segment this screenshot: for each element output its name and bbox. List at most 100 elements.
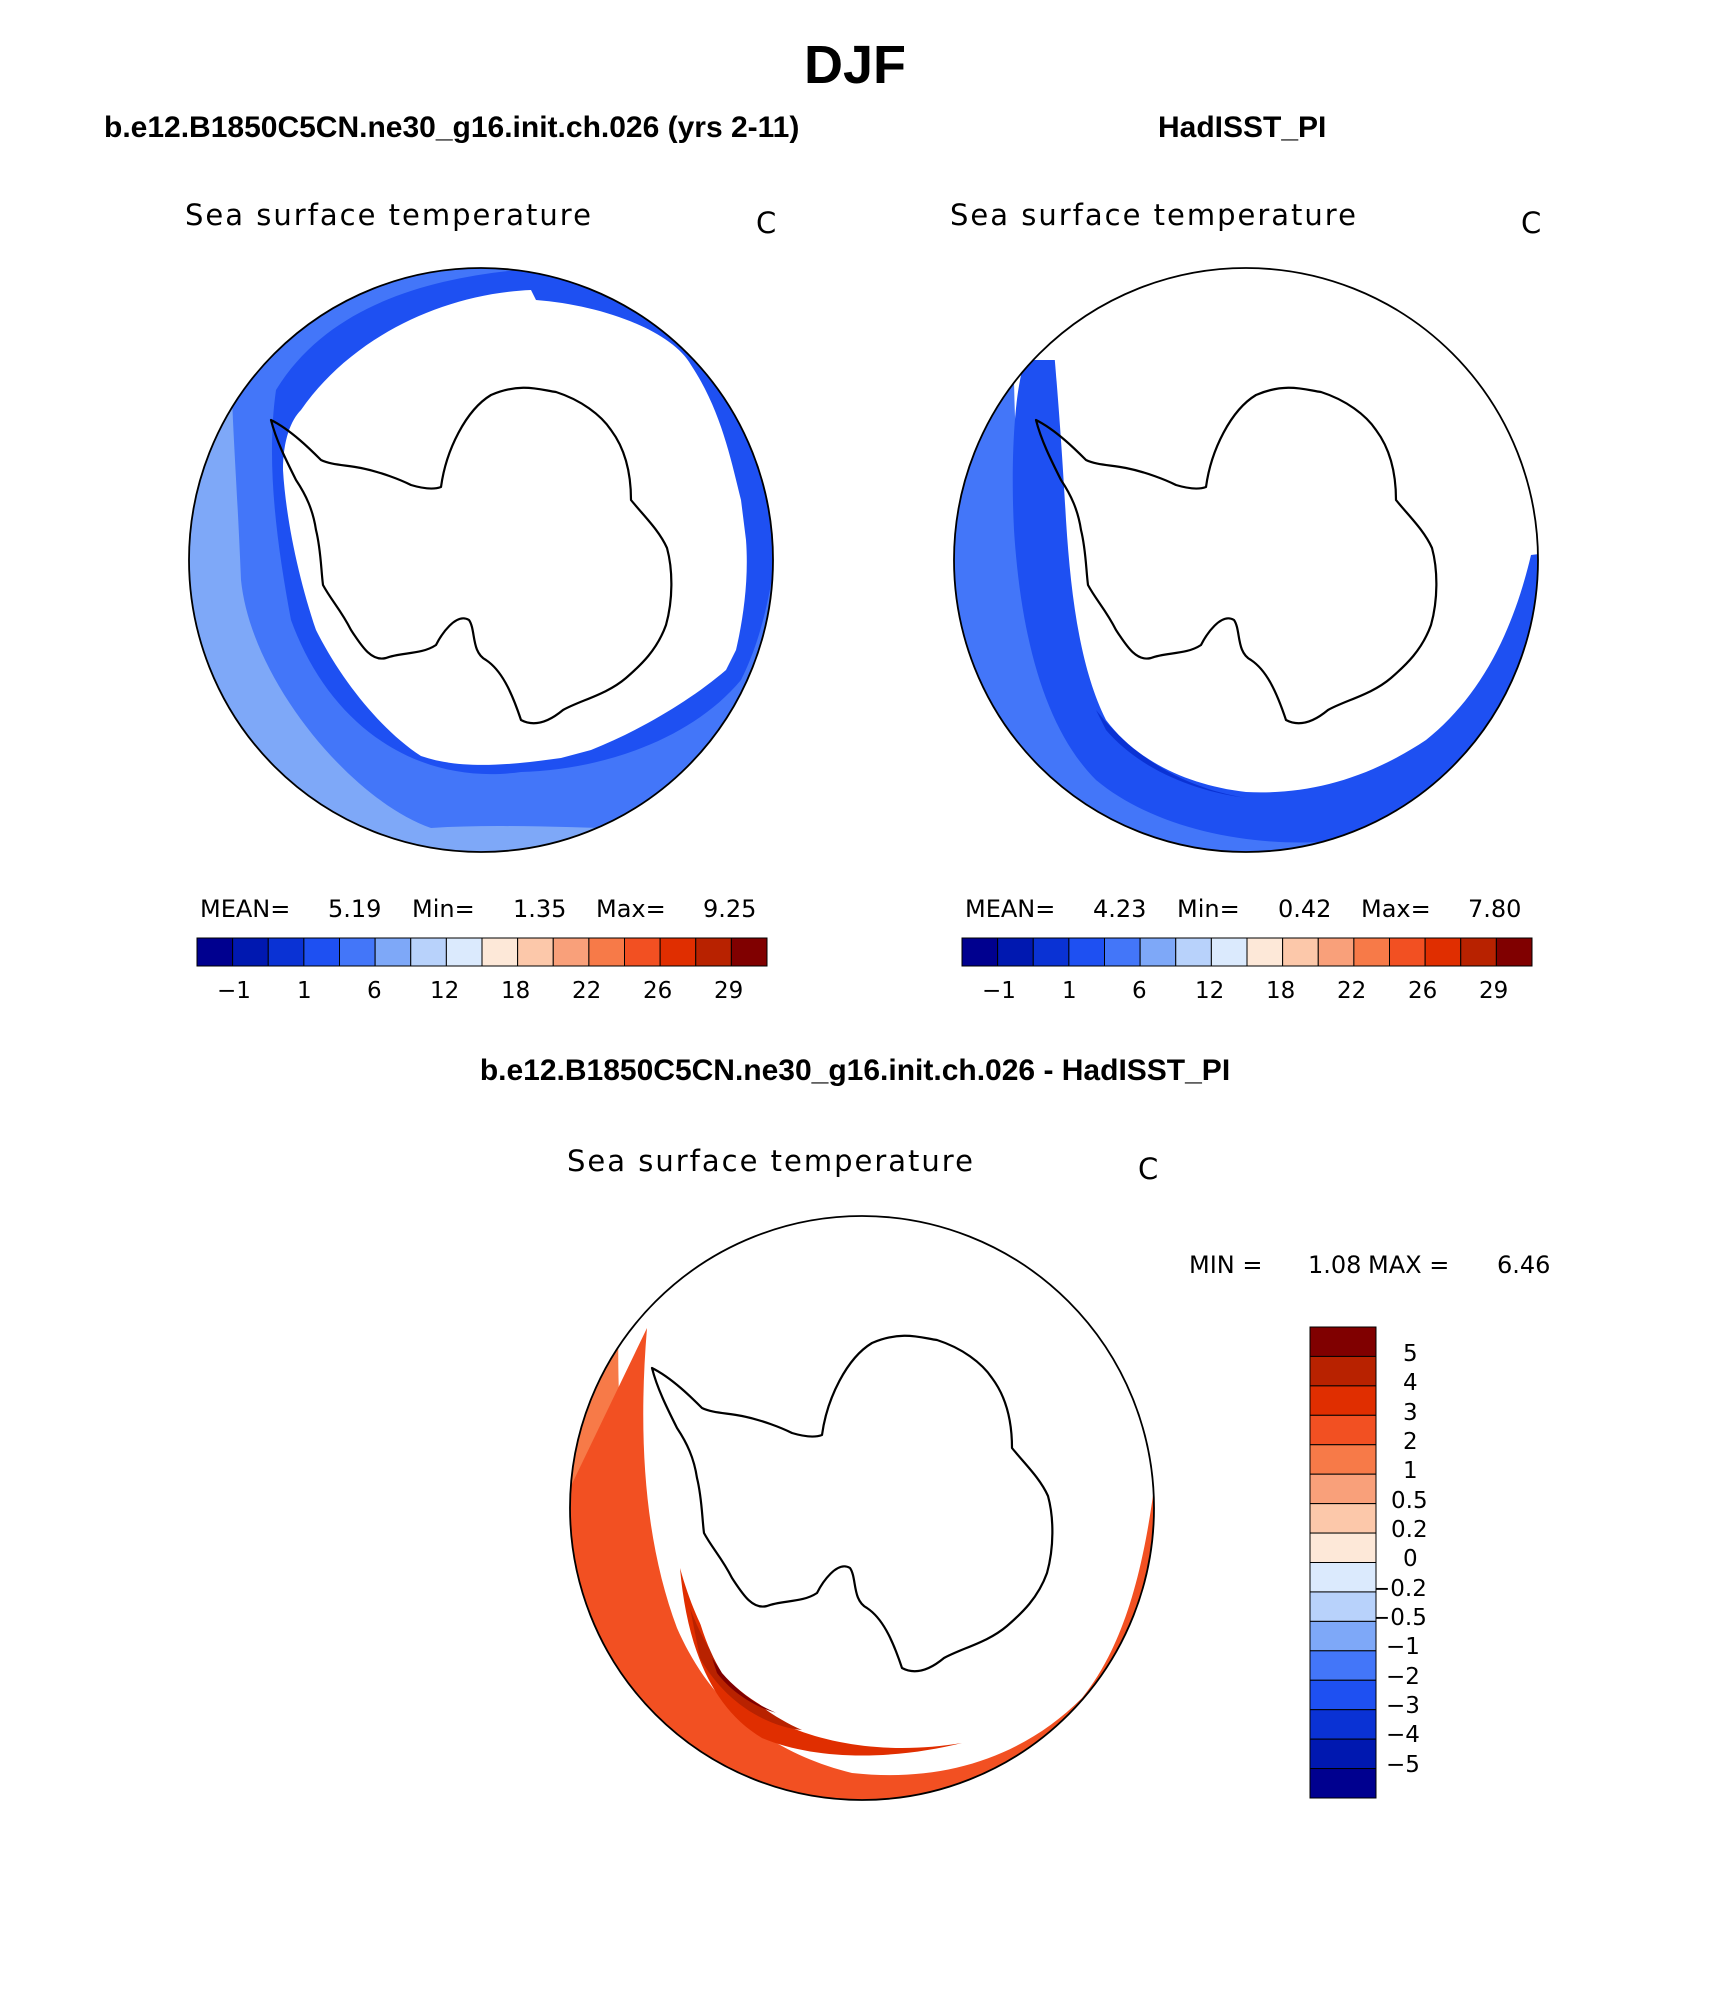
colorbar-diff-swatch [1309,1385,1377,1416]
colorbar-diff-swatch [1309,1679,1377,1711]
cbar-tick-obs: 26 [1408,978,1438,1004]
cbar-tick-diff: 5 [1403,1341,1418,1367]
colorbar-diff-swatch [1309,1591,1377,1622]
sea-ice-region-obs [1046,268,1538,793]
panel-title-obs: HadISST_PI [1158,111,1327,144]
ocean-fill-diff [570,1216,1154,1800]
figure-title: DJF [803,35,906,95]
cbar-tick-obs: −1 [982,978,1016,1004]
colorbar-model-swatch [659,937,697,967]
cbar-tick-model: 29 [714,978,744,1004]
colorbar-obs-swatch [1460,937,1497,967]
mean-value-obs: 4.23 [1093,895,1147,923]
colorbar-model-swatch [374,937,412,967]
colorbar-obs-swatch [1424,937,1462,967]
cbar-tick-diff: 0 [1403,1546,1418,1572]
colorbar-obs-swatch [961,937,999,967]
map-border-obs [953,267,1539,853]
cbar-tick-diff: −4 [1386,1722,1420,1748]
colorbar-model-swatch [695,937,732,967]
colorbar-diff-swatch [1309,1562,1377,1593]
cbar-tick-obs: 22 [1337,978,1367,1004]
cbar-tick-model: −1 [217,978,251,1004]
colorbar-model-swatch [410,937,447,967]
cbar-tick-diff: −1 [1386,1634,1420,1660]
colorbar-obs-swatch [997,937,1034,967]
cbar-tick-obs: 1 [1062,978,1077,1004]
colorbar-obs-swatch [1032,937,1070,967]
colorbar-obs-swatch [1068,937,1105,967]
cbar-tick-diff: −5 [1386,1752,1420,1778]
colorbar-model-swatch [232,937,269,967]
min-value-model: 1.35 [513,895,567,923]
colorbar-obs-swatch [1282,937,1319,967]
min-value-diff: 1.08 [1308,1251,1362,1279]
cbar-tick-diff: −2 [1386,1664,1420,1690]
colorbar-model-swatch [552,937,590,967]
sea-ice-region-diff [632,1216,1154,1733]
cbar-tick-diff: −0.5 [1371,1605,1427,1631]
colorbar-obs-swatch [1210,937,1248,967]
colorbar-obs-swatch [1317,937,1355,967]
colorbar-diff-swatch [1309,1532,1377,1563]
colorbar-diff-swatch [1309,1473,1377,1505]
plot-label-diff: Sea surface temperature [567,1144,975,1178]
diff-band-4-5 [690,1608,802,1730]
colorbar-model-swatch [303,937,340,967]
map-border-diff [569,1215,1155,1801]
units-diff: C [1138,1152,1159,1186]
cbar-tick-diff: 0.2 [1391,1517,1428,1543]
colorbar-obs-swatch [1495,937,1533,967]
cbar-tick-obs: 29 [1479,978,1509,1004]
colorbar-diff-swatch [1309,1650,1377,1681]
units-model: C [756,206,777,240]
cbar-tick-obs: 12 [1195,978,1225,1004]
colorbar-obs-swatch [1104,937,1141,967]
colorbar-diff-swatch [1309,1503,1377,1534]
cbar-tick-obs: 6 [1132,978,1147,1004]
max-value-obs: 7.80 [1468,895,1522,923]
map-border-model [188,267,774,853]
colorbar-diff-swatch [1309,1738,1377,1770]
cbar-tick-diff: 3 [1403,1400,1418,1426]
min-label-obs: Min= [1177,895,1240,923]
cbar-tick-model: 6 [367,978,382,1004]
panel-title-diff: b.e12.B1850C5CN.ne30_g16.init.ch.026 - H… [479,1054,1231,1087]
max-label-diff: MAX = [1368,1251,1450,1279]
ocean-fill-model [189,268,773,852]
cbar-tick-diff: −3 [1386,1693,1420,1719]
min-label-diff: MIN = [1189,1251,1263,1279]
max-label-model: Max= [596,895,666,923]
mean-label-model: MEAN= [200,895,291,923]
colorbar-model-swatch [624,937,661,967]
colorbar-obs-swatch [1389,937,1426,967]
cbar-tick-model: 22 [572,978,602,1004]
cbar-tick-diff: −0.2 [1371,1576,1427,1602]
colorbar-obs-swatch [1246,937,1284,967]
antarctica-coastline-diff [650,1334,1054,1673]
cbar-tick-diff: 0.5 [1391,1488,1428,1514]
antarctica-coastline-obs [1034,386,1438,725]
antarctica-coastline-model [269,386,673,725]
colorbar-diff-swatch [1309,1444,1377,1475]
cbar-tick-diff: 4 [1403,1370,1418,1396]
colorbar-obs [961,937,1533,967]
colorbar-diff-swatch [1309,1709,1377,1740]
colorbar-model-swatch [517,937,554,967]
max-value-diff: 6.46 [1497,1251,1551,1279]
colorbar-obs-swatch [1139,937,1177,967]
colorbar-model-swatch [339,937,376,967]
max-value-model: 9.25 [703,895,757,923]
cbar-tick-model: 18 [501,978,531,1004]
cbar-tick-model: 26 [643,978,673,1004]
colorbar-model-swatch [481,937,519,967]
map-model [189,268,773,852]
colorbar-model [196,937,768,967]
panel-title-model: b.e12.B1850C5CN.ne30_g16.init.ch.026 (yr… [104,111,800,144]
max-label-obs: Max= [1361,895,1431,923]
colorbar-obs-swatch [1353,937,1390,967]
cbar-tick-model: 12 [430,978,460,1004]
plot-label-model: Sea surface temperature [185,198,593,232]
map-obs [954,268,1538,852]
min-label-model: Min= [412,895,475,923]
